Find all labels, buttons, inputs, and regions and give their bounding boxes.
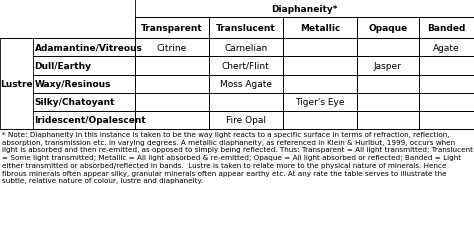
- Text: Metallic: Metallic: [300, 24, 340, 33]
- Text: Jasper: Jasper: [374, 62, 402, 71]
- Text: Agate: Agate: [433, 43, 460, 52]
- Text: Banded: Banded: [427, 24, 465, 33]
- Text: Moss Agate: Moss Agate: [220, 80, 272, 89]
- Text: Carnelian: Carnelian: [224, 43, 267, 52]
- Text: Citrine: Citrine: [156, 43, 187, 52]
- Text: * Note: Diaphaneity in this instance is taken to be the way light reacts to a sp: * Note: Diaphaneity in this instance is …: [2, 131, 474, 184]
- Text: Iridescent/Opalescent: Iridescent/Opalescent: [35, 116, 146, 125]
- Text: Tiger's Eye: Tiger's Eye: [295, 98, 345, 107]
- Text: Lustre: Lustre: [0, 80, 33, 89]
- Text: Opaque: Opaque: [368, 24, 408, 33]
- Text: Chert/Flint: Chert/Flint: [222, 62, 270, 71]
- Text: Silky/Chatoyant: Silky/Chatoyant: [35, 98, 115, 107]
- Text: Waxy/Resinous: Waxy/Resinous: [35, 80, 111, 89]
- Text: Adamantine/Vitreous: Adamantine/Vitreous: [35, 43, 143, 52]
- Text: Dull/Earthy: Dull/Earthy: [35, 62, 91, 71]
- Text: Translucent: Translucent: [216, 24, 276, 33]
- Text: Fire Opal: Fire Opal: [226, 116, 266, 125]
- Text: Transparent: Transparent: [141, 24, 202, 33]
- Text: Diaphaneity*: Diaphaneity*: [271, 4, 337, 13]
